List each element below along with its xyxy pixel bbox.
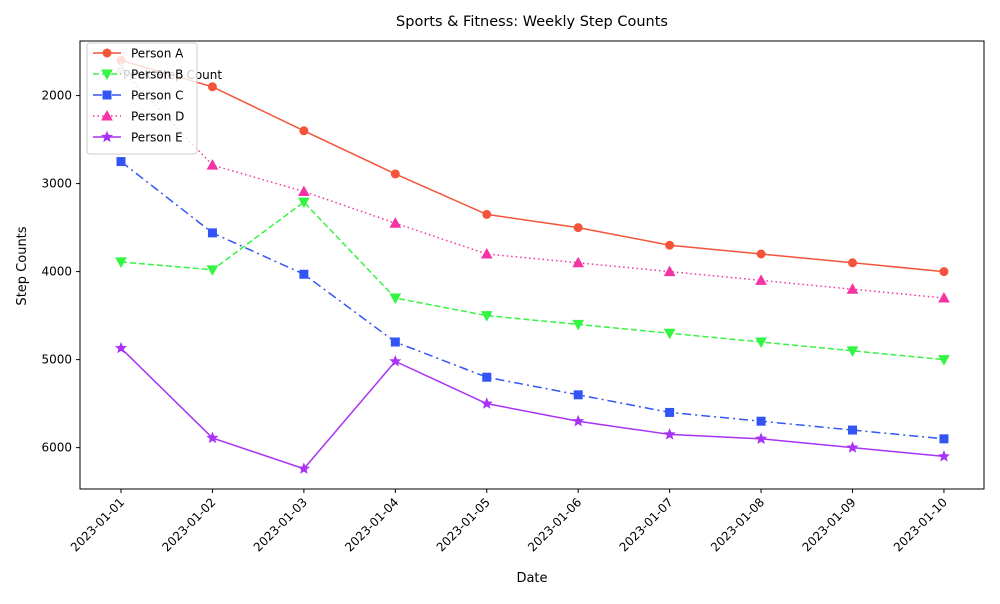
data-point — [846, 441, 859, 453]
data-point — [665, 240, 675, 250]
series-line — [120, 59, 945, 273]
legend-label: Person D — [131, 110, 184, 124]
legend-item: Person D — [93, 110, 184, 124]
data-point — [114, 341, 128, 354]
series-line — [120, 347, 945, 470]
data-point — [390, 337, 400, 347]
data-point — [389, 355, 402, 367]
data-point — [207, 228, 217, 238]
legend-label: Person C — [131, 89, 184, 103]
data-point — [115, 257, 127, 268]
data-point — [938, 291, 950, 303]
series-person-a — [116, 55, 949, 277]
x-tick-label: 2023-01-03 — [251, 495, 310, 554]
data-point — [207, 82, 217, 92]
data-point — [298, 185, 310, 197]
axis-ticks: 2023-01-01 2023-01-02 2023-01-03 2023-01-04… — [41, 89, 950, 555]
series-person-b — [115, 197, 950, 366]
x-tick-label: 2023-01-05 — [434, 495, 493, 554]
data-point — [299, 126, 309, 136]
series-layer — [114, 55, 950, 474]
x-tick-label: 2023-01-09 — [799, 495, 858, 554]
data-point — [572, 414, 585, 427]
data-point — [389, 217, 402, 228]
x-tick-label: 2023-01-06 — [525, 495, 584, 554]
legend-marker — [101, 109, 113, 121]
legend-label: Person E — [131, 131, 183, 145]
data-point — [480, 247, 493, 259]
data-point — [848, 425, 858, 435]
data-point — [573, 390, 583, 400]
data-point — [755, 274, 767, 285]
data-point — [482, 209, 492, 219]
data-point — [299, 269, 309, 279]
data-point — [116, 157, 126, 167]
x-tick-label: 2023-01-08 — [708, 495, 767, 554]
series-line — [120, 160, 945, 440]
data-point — [572, 319, 585, 331]
data-point — [937, 450, 950, 462]
data-point — [206, 265, 219, 276]
x-tick-label: 2023-01-07 — [617, 495, 676, 554]
legend-item: Person B — [93, 68, 183, 82]
x-axis-label: Date — [516, 571, 547, 586]
data-point — [846, 283, 859, 294]
x-tick-label: 2023-01-02 — [159, 495, 218, 554]
y-tick-label: 2000 — [41, 89, 72, 103]
legend-label: Person A — [131, 47, 184, 61]
data-point — [756, 249, 766, 259]
data-point — [663, 428, 676, 440]
y-tick-label: 6000 — [41, 441, 72, 455]
legend-marker — [101, 69, 113, 81]
legend-item: Person A — [93, 47, 184, 61]
legend-item: Person E — [93, 131, 183, 145]
y-tick-label: 4000 — [41, 265, 72, 279]
data-point — [389, 293, 402, 305]
legend-box — [86, 42, 198, 155]
data-point — [755, 337, 767, 349]
data-point — [390, 169, 400, 179]
x-tick-label: 2023-01-10 — [891, 495, 950, 554]
data-point — [756, 416, 766, 426]
data-point — [755, 432, 768, 444]
data-point — [572, 256, 585, 268]
legend-marker — [102, 48, 112, 58]
data-point — [846, 346, 859, 357]
data-point — [298, 197, 310, 209]
data-point — [480, 397, 493, 409]
data-point — [482, 372, 492, 382]
data-point — [297, 462, 310, 474]
legend-marker — [102, 90, 112, 100]
data-point — [206, 431, 219, 444]
chart-title: Sports & Fitness: Weekly Step Counts — [396, 14, 668, 30]
data-point — [663, 265, 676, 277]
legend: Person A Person B Person C Person D Person E — [86, 42, 198, 155]
x-tick-label: 2023-01-04 — [342, 495, 401, 554]
plot-area-frame — [79, 40, 985, 490]
data-point — [573, 223, 583, 233]
legend-marker — [100, 130, 114, 143]
y-axis-label: Step Counts — [15, 226, 30, 305]
data-point — [206, 159, 219, 170]
data-point — [939, 434, 949, 444]
data-point — [665, 407, 675, 417]
y-tick-label: 3000 — [41, 177, 72, 191]
data-point — [480, 311, 493, 322]
y-tick-label: 5000 — [41, 353, 72, 367]
series-line — [120, 201, 945, 361]
data-point — [939, 267, 949, 277]
series-line — [120, 68, 945, 299]
data-point — [663, 328, 676, 340]
x-tick-label: 2023-01-01 — [68, 495, 127, 554]
data-point — [938, 355, 950, 366]
series-person-c — [116, 157, 949, 444]
legend-item: Person C — [93, 89, 184, 103]
legend-label: Person B — [131, 68, 183, 82]
series-person-e — [114, 341, 950, 474]
data-point — [848, 258, 858, 268]
